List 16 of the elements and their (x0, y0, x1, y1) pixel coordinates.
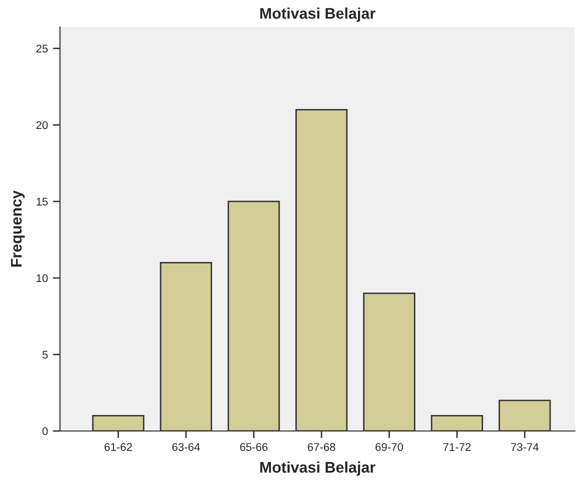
x-tick-label: 67-68 (308, 443, 336, 451)
y-tick-label: 15 (36, 198, 48, 206)
x-tick-label: 69-70 (376, 443, 404, 451)
y-tick-label: 5 (42, 350, 48, 359)
y-tick-label: 0 (42, 427, 48, 436)
x-tick-label: 73-74 (511, 443, 539, 451)
x-tick-label: 71-72 (443, 443, 471, 451)
chart-title: Motivasi Belajar (260, 8, 376, 22)
y-tick-label: 25 (36, 44, 48, 53)
x-tick-label: 63-64 (172, 443, 200, 451)
x-axis-title: Motivasi Belajar (260, 461, 376, 476)
y-axis-title: Frequency (11, 190, 25, 267)
y-tick-label: 10 (36, 274, 48, 282)
x-tick-label: 65-66 (240, 443, 268, 451)
x-tick-label: 61-62 (104, 443, 132, 451)
y-tick-label: 20 (36, 121, 48, 130)
